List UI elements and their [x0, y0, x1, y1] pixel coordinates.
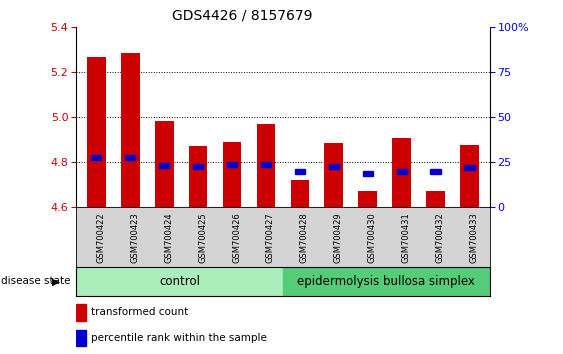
Text: percentile rank within the sample: percentile rank within the sample — [91, 333, 267, 343]
Text: GSM700431: GSM700431 — [401, 212, 410, 263]
Bar — [91, 155, 101, 160]
Text: GSM700433: GSM700433 — [470, 212, 479, 263]
Bar — [396, 169, 406, 174]
Text: GSM700429: GSM700429 — [334, 212, 343, 263]
Bar — [121, 52, 140, 207]
Text: control: control — [159, 275, 200, 288]
Bar — [431, 169, 441, 174]
Text: transformed count: transformed count — [91, 308, 188, 318]
Bar — [359, 191, 377, 207]
Text: ▶: ▶ — [52, 276, 60, 286]
Bar — [392, 138, 411, 207]
Bar — [257, 124, 275, 207]
Bar — [125, 155, 135, 160]
Bar — [223, 142, 242, 207]
Text: GSM700423: GSM700423 — [130, 212, 139, 263]
Text: GDS4426 / 8157679: GDS4426 / 8157679 — [172, 9, 312, 23]
Bar — [363, 171, 373, 176]
Bar — [324, 143, 343, 207]
Bar — [295, 169, 305, 174]
Bar — [76, 304, 86, 321]
Bar — [193, 164, 203, 169]
Text: GSM700432: GSM700432 — [436, 212, 445, 263]
Bar — [283, 267, 490, 296]
Text: GSM700422: GSM700422 — [96, 212, 105, 263]
Bar — [426, 191, 445, 207]
Bar — [460, 145, 479, 207]
Bar — [87, 57, 106, 207]
Text: GSM700427: GSM700427 — [266, 212, 275, 263]
Text: GSM700424: GSM700424 — [164, 212, 173, 263]
Text: disease state: disease state — [1, 276, 70, 286]
Bar — [159, 163, 169, 168]
Bar — [76, 267, 283, 296]
Bar — [189, 146, 207, 207]
Bar — [291, 180, 309, 207]
Text: GSM700425: GSM700425 — [198, 212, 207, 263]
Bar — [261, 162, 271, 167]
Bar — [464, 165, 475, 170]
Bar — [227, 162, 237, 167]
Text: GSM700428: GSM700428 — [300, 212, 309, 263]
Text: GSM700426: GSM700426 — [232, 212, 241, 263]
Text: epidermolysis bullosa simplex: epidermolysis bullosa simplex — [297, 275, 475, 288]
Bar — [329, 164, 339, 169]
Bar — [76, 330, 86, 346]
Bar — [155, 121, 173, 207]
Text: GSM700430: GSM700430 — [368, 212, 377, 263]
